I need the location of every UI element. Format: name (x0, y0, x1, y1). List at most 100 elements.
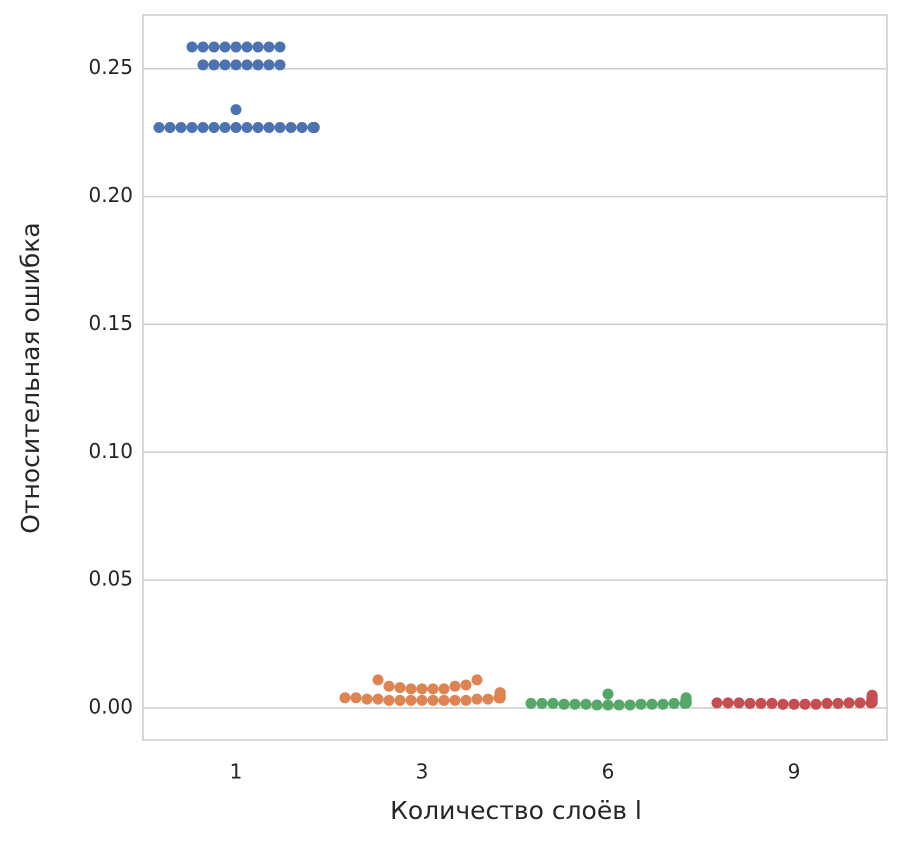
point (197, 122, 209, 134)
point (547, 697, 559, 709)
y-tick-label: 0.20 (88, 183, 133, 207)
point (733, 697, 745, 709)
point (471, 674, 483, 686)
point (263, 41, 275, 53)
point (494, 687, 506, 699)
point (525, 697, 537, 709)
point (711, 697, 723, 709)
point (197, 59, 209, 71)
point (252, 59, 264, 71)
point (788, 698, 800, 710)
x-tick-label: 1 (230, 760, 243, 784)
point (186, 122, 198, 134)
point (810, 698, 822, 710)
point (866, 689, 878, 701)
point (777, 698, 789, 710)
point (383, 694, 395, 706)
y-tick-label: 0.05 (88, 567, 133, 591)
point (230, 104, 242, 116)
point (372, 693, 384, 705)
point (383, 680, 395, 692)
x-axis-label: Количество слоёв l (390, 796, 642, 825)
point (350, 692, 362, 704)
point (263, 122, 275, 134)
point (668, 697, 680, 709)
point (854, 697, 866, 709)
y-tick-label: 0.00 (88, 695, 133, 719)
point (449, 680, 461, 692)
point (241, 59, 253, 71)
x-tick-label: 3 (416, 760, 429, 784)
point (821, 697, 833, 709)
point (308, 122, 320, 134)
point (427, 694, 439, 706)
point (602, 688, 614, 700)
point (416, 694, 428, 706)
point (394, 694, 406, 706)
x-tick-label: 9 (788, 760, 801, 784)
point (482, 693, 494, 705)
point (263, 59, 275, 71)
point (252, 41, 264, 53)
point (274, 41, 286, 53)
point (591, 699, 603, 711)
point (657, 698, 669, 710)
point (274, 122, 286, 134)
point (646, 698, 658, 710)
y-tick-label: 0.25 (88, 55, 133, 79)
point (460, 679, 472, 691)
point (361, 693, 373, 705)
point (832, 697, 844, 709)
point (635, 698, 647, 710)
point (241, 41, 253, 53)
point (175, 122, 187, 134)
point (558, 698, 570, 710)
point (372, 674, 384, 686)
point (208, 59, 220, 71)
plot-area (142, 14, 888, 741)
point (153, 122, 165, 134)
point (230, 41, 242, 53)
x-tick-label: 6 (602, 760, 615, 784)
point (274, 59, 286, 71)
point (580, 698, 592, 710)
point (624, 699, 636, 711)
y-tick-label: 0.15 (88, 311, 133, 335)
point (722, 697, 734, 709)
point (427, 683, 439, 695)
point (416, 683, 428, 695)
point (219, 122, 231, 134)
point (230, 122, 242, 134)
point (164, 122, 176, 134)
point (744, 697, 756, 709)
point (197, 41, 209, 53)
point (569, 698, 581, 710)
y-axis-label: Относительная ошибка (16, 222, 45, 533)
point (843, 697, 855, 709)
point (460, 694, 472, 706)
point (186, 41, 198, 53)
point (766, 697, 778, 709)
point (219, 41, 231, 53)
point (438, 694, 450, 706)
point (799, 698, 811, 710)
point (680, 692, 692, 704)
y-tick-label: 0.10 (88, 439, 133, 463)
point (285, 122, 297, 134)
point (230, 59, 242, 71)
point (536, 697, 548, 709)
point (405, 683, 417, 695)
point (296, 122, 308, 134)
point (471, 693, 483, 705)
point (219, 59, 231, 71)
point (241, 122, 253, 134)
point (438, 683, 450, 695)
point (208, 41, 220, 53)
point (755, 697, 767, 709)
point (394, 682, 406, 694)
point (405, 694, 417, 706)
point (339, 692, 351, 704)
point (252, 122, 264, 134)
